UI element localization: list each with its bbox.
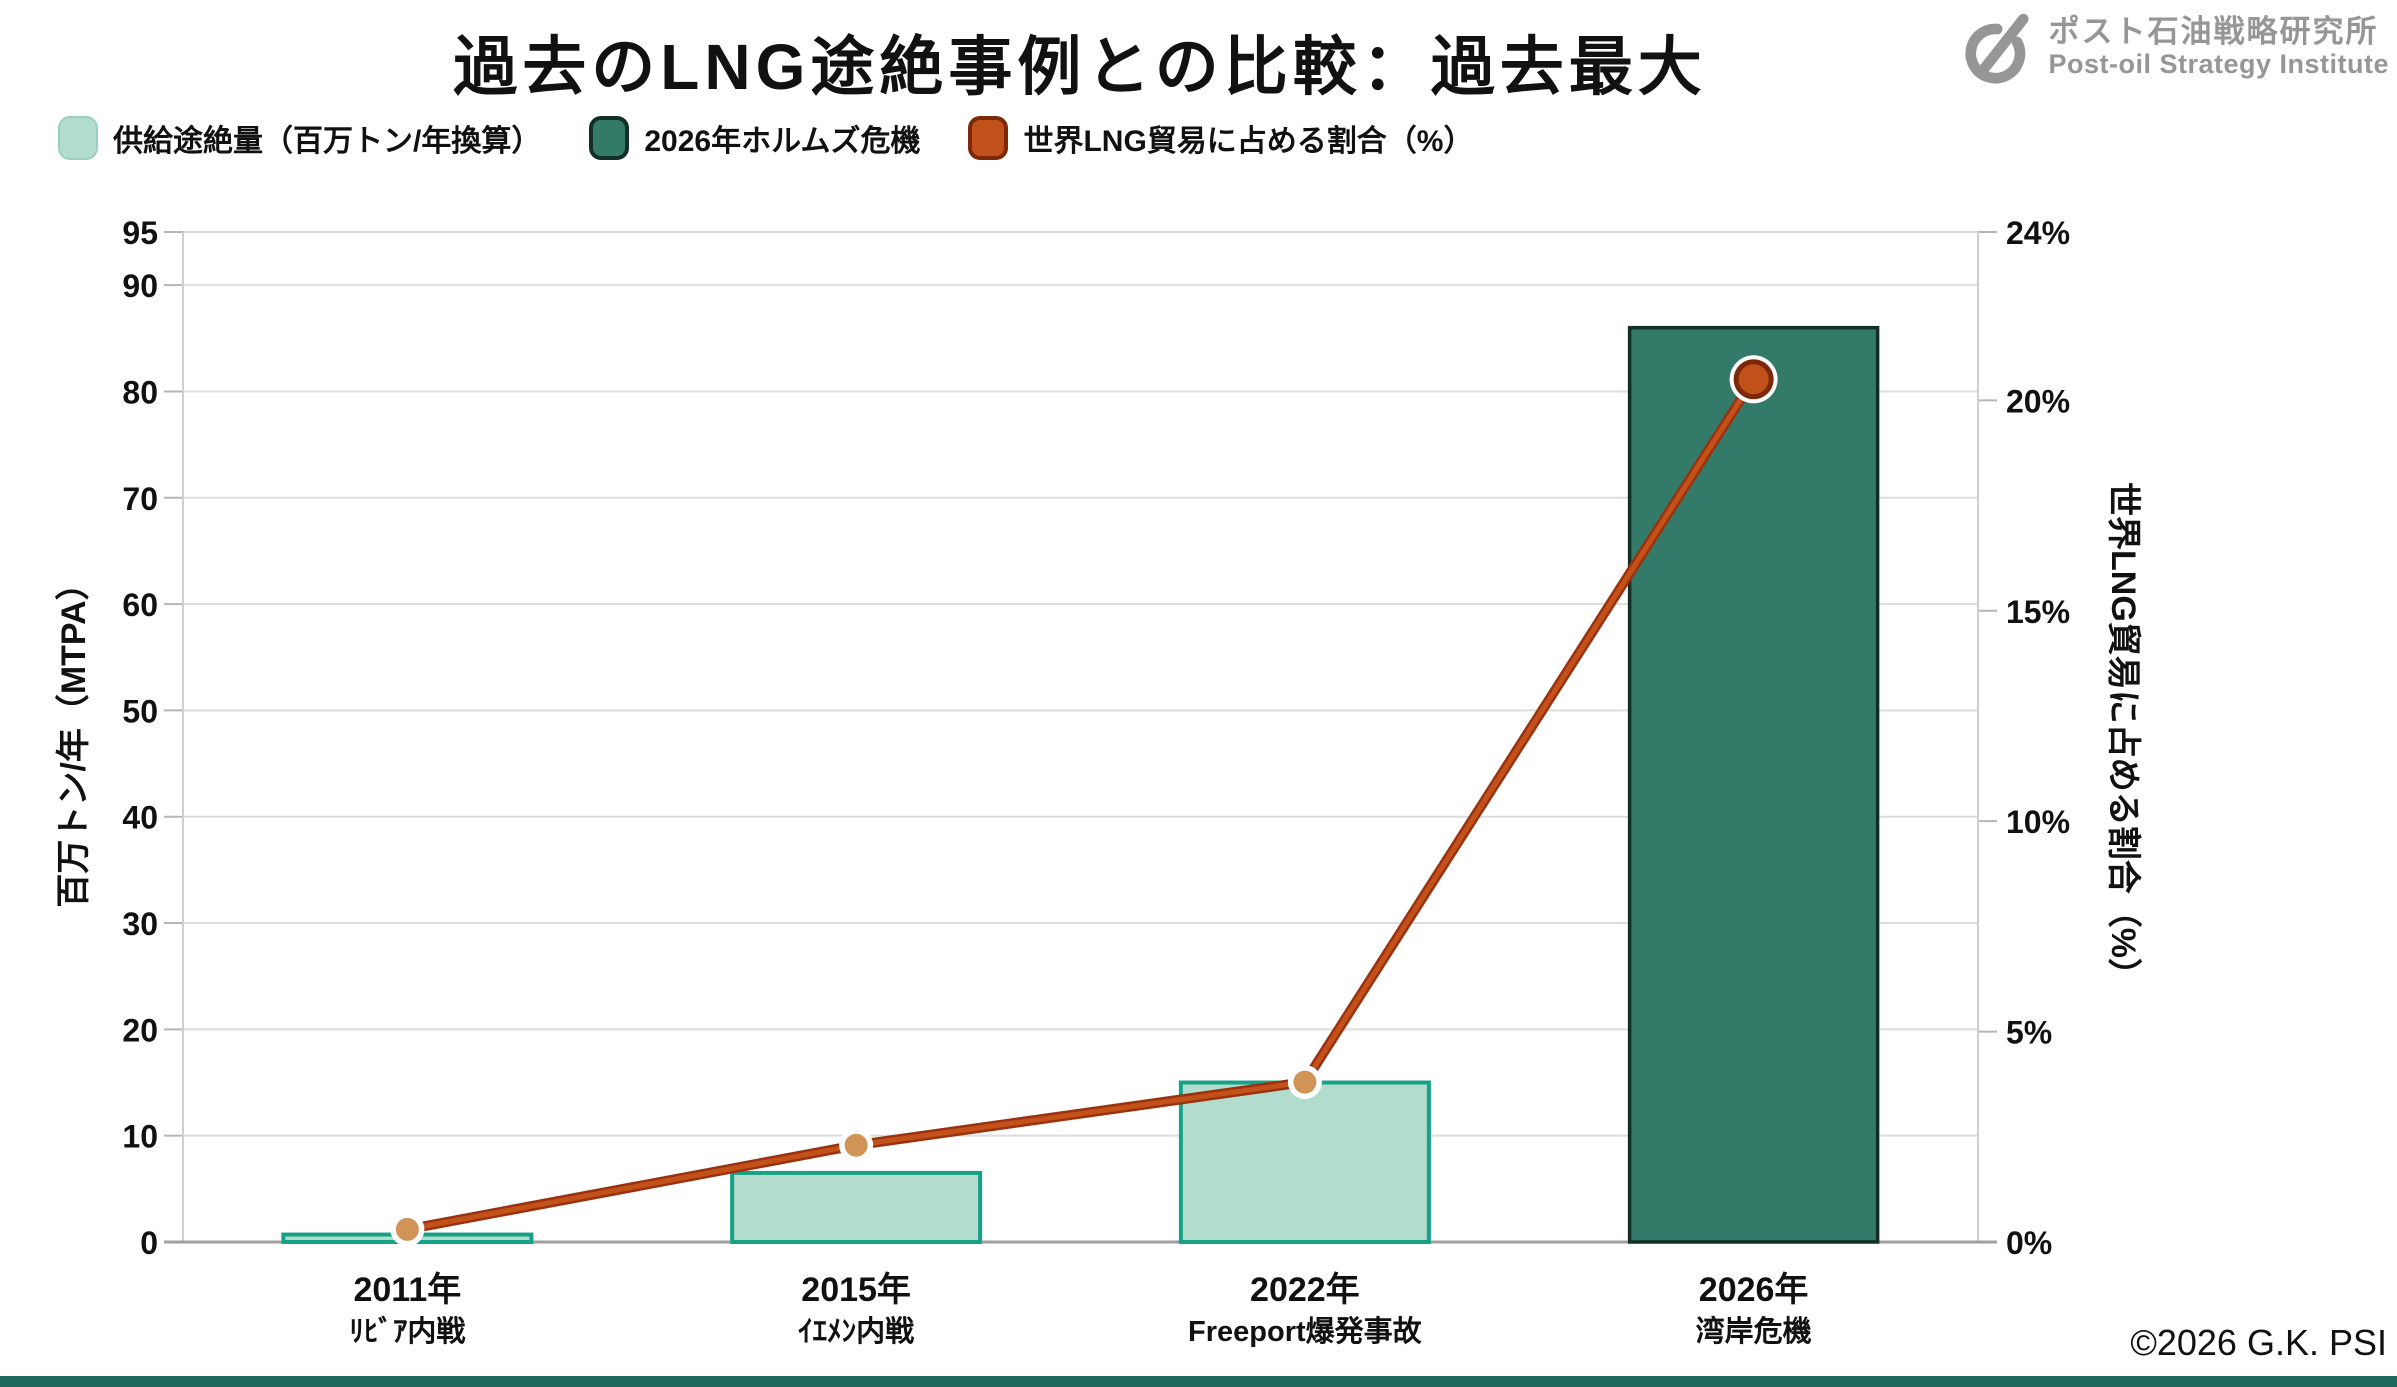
left-tick-label-20: 20 bbox=[122, 1012, 158, 1048]
point-2011年 bbox=[395, 1217, 419, 1241]
chart-title: 過去のLNG途絶事例との比較：過去最大 bbox=[453, 31, 1707, 103]
legend-item-supply: 供給途絶量（百万トン/年換算） bbox=[58, 116, 541, 160]
bar-2015年 bbox=[730, 1170, 983, 1245]
point-2026年 bbox=[1733, 359, 1774, 400]
logo: ポスト石油戦略研究所 Post-oil Strategy Institute bbox=[1956, 6, 2389, 88]
left-tick-label-70: 70 bbox=[122, 481, 158, 517]
logo-text: ポスト石油戦略研究所 Post-oil Strategy Institute bbox=[2048, 14, 2389, 81]
legend-swatch-share bbox=[968, 116, 1009, 160]
x-label-year-2026年: 2026年 bbox=[1699, 1271, 1809, 1309]
share-line-outline bbox=[402, 374, 1759, 1235]
left-tick-label-40: 40 bbox=[122, 800, 158, 836]
x-label-event-2026年: 湾岸危機 bbox=[1696, 1314, 1812, 1348]
left-tick-label-10: 10 bbox=[122, 1119, 158, 1155]
left-tick-label-95: 95 bbox=[122, 215, 158, 251]
left-tick-label-80: 80 bbox=[122, 374, 158, 410]
left-tick-label-30: 30 bbox=[122, 906, 158, 942]
right-tick-label-24: 24% bbox=[2006, 215, 2070, 251]
x-label-event-2015年: ｲｴﾒﾝ内戦 bbox=[798, 1315, 914, 1348]
right-tick-label-0: 0% bbox=[2006, 1225, 2052, 1261]
left-axis-title: 百万トン/年（MTPA） bbox=[54, 566, 93, 907]
bar-2022年 bbox=[1178, 1080, 1431, 1245]
legend-item-hormuz: 2026年ホルムズ危機 bbox=[589, 116, 920, 160]
legend-item-share: 世界LNG貿易に占める割合（%） bbox=[968, 116, 1473, 160]
left-tick-label-90: 90 bbox=[122, 268, 158, 304]
right-tick-label-15: 15% bbox=[2006, 594, 2070, 630]
left-tick-label-60: 60 bbox=[122, 587, 158, 623]
logo-icon bbox=[1965, 13, 2030, 84]
point-2015年 bbox=[844, 1133, 868, 1157]
bar-2026年 bbox=[1627, 325, 1880, 1244]
logo-name-en: Post-oil Strategy Institute bbox=[2048, 49, 2389, 80]
legend-label-share: 世界LNG貿易に占める割合（%） bbox=[1023, 125, 1474, 158]
left-tick-label-0: 0 bbox=[140, 1225, 158, 1261]
right-axis-title: 世界LNG貿易に占める割合（%） bbox=[2104, 482, 2143, 992]
left-tick-label-50: 50 bbox=[122, 693, 158, 729]
point-2022年 bbox=[1293, 1070, 1317, 1094]
legend-label-supply: 供給途絶量（百万トン/年換算） bbox=[113, 125, 542, 158]
footer-accent-bar bbox=[0, 1376, 2397, 1387]
x-label-year-2011年: 2011年 bbox=[353, 1271, 461, 1309]
legend-swatch-hormuz bbox=[589, 116, 630, 160]
legend: 供給途絶量（百万トン/年換算） 2026年ホルムズ危機 世界LNG貿易に占める割… bbox=[58, 116, 1473, 160]
right-tick-label-10: 10% bbox=[2006, 804, 2070, 840]
logo-name-jp: ポスト石油戦略研究所 bbox=[2048, 13, 2379, 49]
copyright: ©2026 G.K. PSI bbox=[2130, 1322, 2387, 1363]
share-line bbox=[404, 376, 1757, 1232]
x-label-event-2011年: ﾘﾋﾞｱ内戦 bbox=[349, 1314, 465, 1348]
x-label-event-2022年: Freeport爆発事故 bbox=[1188, 1315, 1423, 1348]
x-label-year-2015年: 2015年 bbox=[801, 1271, 911, 1309]
right-tick-label-5: 5% bbox=[2006, 1015, 2052, 1051]
right-tick-label-20: 20% bbox=[2006, 383, 2070, 419]
legend-swatch-supply bbox=[58, 116, 98, 160]
legend-label-hormuz: 2026年ホルムズ危機 bbox=[644, 125, 921, 158]
x-label-year-2022年: 2022年 bbox=[1250, 1271, 1360, 1309]
